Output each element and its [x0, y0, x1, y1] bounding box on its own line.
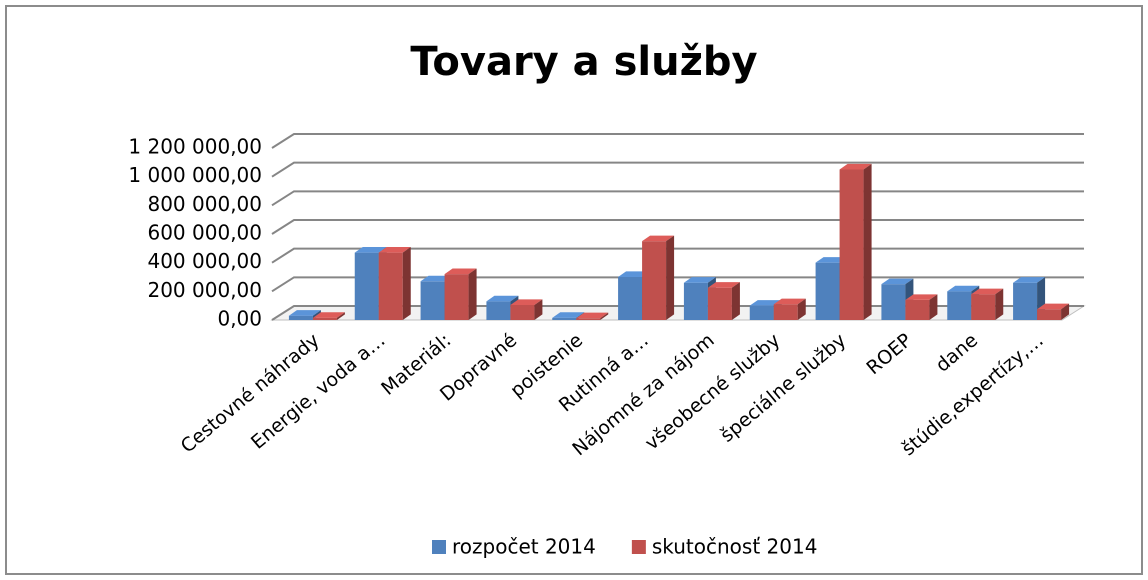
bar-front [905, 299, 930, 320]
bar-front [815, 262, 840, 320]
bar-front [312, 317, 337, 320]
bar-top [839, 163, 872, 170]
bar-top [378, 247, 411, 253]
y-tick-label: 200 000,00 [147, 278, 262, 302]
bar [773, 298, 806, 320]
bar-side [534, 299, 543, 320]
bar [444, 268, 477, 320]
bar [312, 312, 345, 320]
bar-front [486, 301, 511, 320]
grid-line [271, 219, 1084, 235]
bar [510, 299, 543, 320]
bar [1037, 303, 1070, 320]
bar-top [444, 268, 477, 275]
bar-front [378, 252, 403, 320]
bar-top [354, 247, 387, 253]
bar-top [642, 235, 675, 242]
bar-top [288, 310, 321, 316]
bar-front [839, 169, 864, 320]
bar-side [995, 288, 1004, 320]
bar-top [971, 288, 1004, 295]
bar-side [666, 235, 675, 320]
bar [839, 163, 872, 320]
bar-side [600, 312, 609, 320]
bar-side [863, 163, 872, 320]
bar-front [707, 287, 732, 320]
bar-front [683, 282, 708, 320]
bar-top [905, 294, 938, 300]
bar [576, 312, 609, 320]
bar-side [336, 312, 345, 320]
bar-front [881, 284, 906, 320]
legend-swatch [631, 540, 646, 554]
bar-front [576, 318, 601, 320]
bar [642, 235, 675, 320]
y-tick-label: 600 000,00 [147, 221, 262, 245]
bar-top [1037, 303, 1070, 310]
grid-line [271, 190, 1084, 207]
bar-top [707, 282, 740, 288]
bar-top [947, 285, 980, 292]
grid-line [271, 247, 1084, 264]
legend-label: skutočnosť 2014 [652, 535, 818, 559]
bar-top [683, 277, 716, 283]
y-tick-label: 0,00 [217, 307, 262, 331]
y-tick-label: 1 000 000,00 [128, 163, 262, 187]
y-tick-label: 800 000,00 [147, 192, 262, 216]
bar-front [947, 291, 972, 320]
bar-side [468, 268, 477, 320]
bar-front [749, 305, 774, 320]
bar [971, 288, 1004, 320]
bar-top [312, 312, 345, 318]
bar-side [402, 247, 411, 320]
bar [378, 247, 411, 320]
bar-side [797, 298, 806, 320]
bar-top [576, 312, 609, 319]
bar-top [552, 312, 585, 318]
legend-swatch [432, 540, 446, 554]
grid-line [271, 161, 1084, 178]
bar-front [1037, 309, 1062, 320]
bar-front [354, 252, 379, 320]
legend-label: rozpočet 2014 [452, 535, 596, 559]
bar-front [420, 281, 445, 320]
bar-top [486, 295, 519, 302]
bar-top [881, 278, 914, 285]
bar-top [773, 298, 806, 305]
bar [905, 294, 938, 320]
chart-title: Tovary a služby [410, 39, 757, 85]
bar-front [1013, 282, 1038, 320]
bar-front [552, 317, 577, 320]
bar-front [642, 241, 667, 320]
bar-top [510, 299, 543, 305]
bar-front [971, 294, 996, 320]
grid-line [271, 133, 1084, 149]
bar-front [618, 277, 643, 320]
bar-front [773, 304, 798, 320]
bar [1013, 277, 1046, 320]
bar-side [731, 282, 740, 320]
bar-side [929, 294, 938, 320]
y-tick-label: 1 200 000,00 [128, 135, 262, 159]
bar-top [1013, 277, 1046, 283]
bar-front [288, 315, 313, 320]
bar-side [1061, 303, 1070, 320]
bar-front [510, 304, 535, 320]
bar [707, 282, 740, 320]
y-tick-label: 400 000,00 [147, 249, 262, 273]
bar-front [444, 274, 469, 320]
